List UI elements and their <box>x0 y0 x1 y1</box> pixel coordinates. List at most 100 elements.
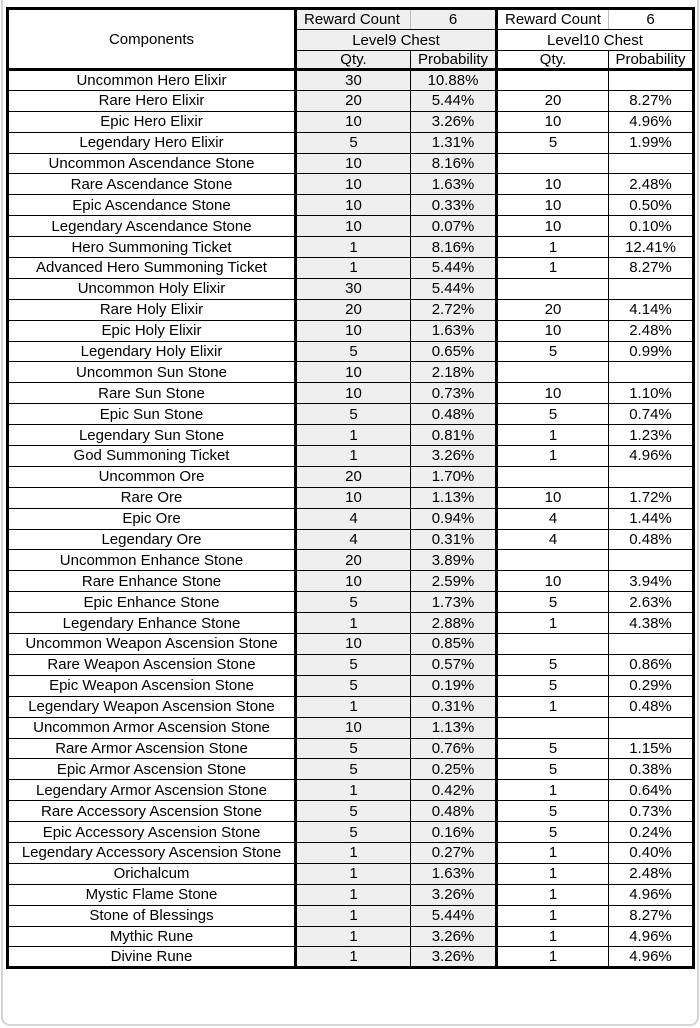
level9-qty-cell: 10 <box>295 382 411 405</box>
level9-probability-cell: 2.18% <box>410 361 498 384</box>
table-row: Legendary Ascendance Stone 10 0.07% 10 0… <box>6 215 695 238</box>
level9-qty-cell: 1 <box>295 236 411 259</box>
table-row: Uncommon Weapon Ascension Stone 10 0.85% <box>6 633 695 655</box>
component-name-cell: Uncommon Enhance Stone <box>6 549 297 572</box>
component-name-cell: Uncommon Holy Elixir <box>6 277 297 300</box>
component-name-cell: Epic Ascendance Stone <box>6 194 297 217</box>
level10-qty-cell <box>496 152 609 175</box>
level10-qty-cell: 4 <box>496 528 609 551</box>
component-name-cell: Legendary Weapon Ascension Stone <box>6 695 297 718</box>
component-name-cell: Rare Sun Stone <box>6 382 297 405</box>
reward-table: Components Reward Count 6 Reward Count 6… <box>6 7 695 970</box>
level10-qty-cell: 5 <box>496 800 609 823</box>
level9-qty-cell: 10 <box>295 152 411 175</box>
level10-qty-cell: 1 <box>496 695 609 718</box>
table-row: Epic Holy Elixir 10 1.63% 10 2.48% <box>6 319 695 342</box>
level9-qty-cell: 5 <box>295 653 411 676</box>
table-row: Rare Ore 10 1.13% 10 1.72% <box>6 486 695 509</box>
level10-qty-cell: 20 <box>496 89 609 112</box>
table-row: Mystic Flame Stone 1 3.26% 1 4.96% <box>6 883 695 906</box>
level9-chest-label: Level9 Chest <box>295 29 498 51</box>
level10-probability-cell: 2.48% <box>608 173 695 196</box>
component-name-cell: Legendary Ascendance Stone <box>6 215 297 238</box>
component-name-cell: Rare Hero Elixir <box>6 89 297 112</box>
level9-probability-cell: 5.44% <box>410 89 498 112</box>
level10-qty-cell: 5 <box>496 131 609 154</box>
level10-qty-cell: 1 <box>496 424 609 447</box>
table-row: Uncommon Holy Elixir 30 5.44% <box>6 277 695 300</box>
component-name-cell: Epic Enhance Stone <box>6 591 297 614</box>
level10-probability-cell <box>608 716 695 739</box>
level9-probability-cell: 0.48% <box>410 800 498 823</box>
component-name-cell: Epic Sun Stone <box>6 403 297 426</box>
level9-qty-cell: 1 <box>295 904 411 927</box>
level9-probability-cell: 1.13% <box>410 716 498 739</box>
level9-probability-cell: 0.94% <box>410 507 498 530</box>
level10-qty-cell: 5 <box>496 403 609 426</box>
level9-qty-cell: 10 <box>295 110 411 133</box>
level9-qty-cell: 1 <box>295 925 411 948</box>
level10-qty-cell: 10 <box>496 319 609 342</box>
component-name-cell: Legendary Ore <box>6 528 297 551</box>
table-row: Rare Weapon Ascension Stone 5 0.57% 5 0.… <box>6 653 695 676</box>
component-name-cell: Rare Armor Ascension Stone <box>6 737 297 760</box>
table-row: Epic Armor Ascension Stone 5 0.25% 5 0.3… <box>6 758 695 781</box>
level9-qty-cell: 5 <box>295 591 411 614</box>
level9-qty-cell: 30 <box>295 277 411 300</box>
level10-qty-cell <box>496 633 609 655</box>
component-name-cell: Hero Summoning Ticket <box>6 236 297 259</box>
level10-qty-cell: 1 <box>496 445 609 467</box>
table-row: Uncommon Hero Elixir 30 10.88% <box>6 69 695 91</box>
level10-qty-cell <box>496 465 609 488</box>
level9-probability-cell: 3.26% <box>410 110 498 133</box>
level9-qty-cell: 20 <box>295 89 411 112</box>
level10-probability-cell: 0.86% <box>608 653 695 676</box>
level9-probability-cell: 0.33% <box>410 194 498 217</box>
component-name-cell: Epic Accessory Ascension Stone <box>6 821 297 843</box>
table-header: Components Reward Count 6 Reward Count 6… <box>6 7 695 71</box>
level10-probability-cell: 1.15% <box>608 737 695 760</box>
table-row: Legendary Weapon Ascension Stone 1 0.31%… <box>6 695 695 718</box>
level10-probability-cell: 4.96% <box>608 110 695 133</box>
component-name-cell: Uncommon Hero Elixir <box>6 69 297 91</box>
component-name-cell: Uncommon Ascendance Stone <box>6 152 297 175</box>
table-row: Legendary Enhance Stone 1 2.88% 1 4.38% <box>6 612 695 635</box>
level10-chest-label: Level10 Chest <box>496 29 695 51</box>
level10-probability-cell: 0.48% <box>608 695 695 718</box>
level10-qty-cell: 1 <box>496 925 609 948</box>
table-row: God Summoning Ticket 1 3.26% 1 4.96% <box>6 445 695 467</box>
level10-qty-cell: 5 <box>496 653 609 676</box>
component-name-cell: Rare Accessory Ascension Stone <box>6 800 297 823</box>
component-name-cell: Uncommon Sun Stone <box>6 361 297 384</box>
level10-qty-cell: 1 <box>496 883 609 906</box>
level9-qty-cell: 1 <box>295 883 411 906</box>
level10-qty-cell: 10 <box>496 570 609 593</box>
level9-probability-cell: 1.63% <box>410 862 498 885</box>
level10-probability-cell: 2.48% <box>608 862 695 885</box>
table-row: Epic Ascendance Stone 10 0.33% 10 0.50% <box>6 194 695 217</box>
level9-qty-cell: 10 <box>295 486 411 509</box>
component-name-cell: Rare Enhance Stone <box>6 570 297 593</box>
level9-probability-cell: 8.16% <box>410 236 498 259</box>
level9-probability-cell: 5.44% <box>410 277 498 300</box>
level10-probability-cell: 0.74% <box>608 403 695 426</box>
table-row: Divine Rune 1 3.26% 1 4.96% <box>6 946 695 970</box>
level9-probability-cell: 0.57% <box>410 653 498 676</box>
level9-qty-cell: 20 <box>295 465 411 488</box>
level10-qty-cell <box>496 716 609 739</box>
component-name-cell: Epic Hero Elixir <box>6 110 297 133</box>
table-row: Rare Enhance Stone 10 2.59% 10 3.94% <box>6 570 695 593</box>
level10-qty-cell: 1 <box>496 946 609 970</box>
level10-probability-cell: 4.96% <box>608 445 695 467</box>
level9-probability-cell: 1.31% <box>410 131 498 154</box>
level10-probability-cell: 1.44% <box>608 507 695 530</box>
level10-probability-cell <box>608 633 695 655</box>
level9-probability-cell: 0.85% <box>410 633 498 655</box>
component-name-cell: God Summoning Ticket <box>6 445 297 467</box>
level9-reward-count-label: Reward Count <box>295 7 411 30</box>
level10-qty-cell: 1 <box>496 779 609 802</box>
level9-qty-cell: 10 <box>295 716 411 739</box>
level10-probability-cell: 2.48% <box>608 319 695 342</box>
level10-probability-cell: 8.27% <box>608 89 695 112</box>
table-row: Rare Holy Elixir 20 2.72% 20 4.14% <box>6 298 695 321</box>
